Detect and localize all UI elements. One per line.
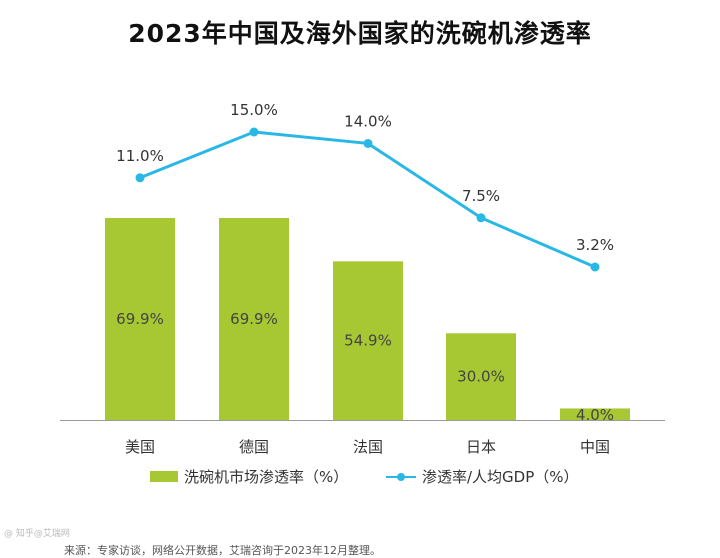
line-value-label: 11.0% (116, 147, 164, 165)
line-value-label: 3.2% (576, 236, 614, 254)
category-label: 德国 (239, 438, 269, 456)
category-label: 法国 (353, 438, 383, 456)
chart-plot: 69.9% 美国 69.9% 德国 54.9% 法国 30.0% 日本 4.0% 中国 11.0% 1… (60, 101, 665, 456)
bar-value-label: 69.9% (230, 310, 278, 328)
legend-item-line: 渗透率/人均GDP（%） (386, 466, 579, 487)
chart-title: 2023年中国及海外国家的洗碗机渗透率 (128, 19, 592, 48)
source-note: 来源：专家访谈，网络公开数据，艾瑞咨询于2023年12月整理。 (64, 544, 381, 557)
line-point (476, 213, 486, 223)
category-label: 日本 (466, 438, 496, 456)
bars-layer (60, 218, 665, 421)
bar (333, 261, 403, 420)
bar (219, 218, 289, 420)
legend-bar-swatch (150, 471, 178, 482)
line-value-label: 7.5% (462, 187, 500, 205)
bar (105, 218, 175, 420)
line-point (363, 138, 373, 148)
labels-layer: 69.9% 美国 69.9% 德国 54.9% 法国 30.0% 日本 4.0% 中国 11.0% 1… (116, 101, 614, 456)
category-label: 中国 (580, 438, 610, 456)
legend: 洗碗机市场渗透率（%） 渗透率/人均GDP（%） (0, 466, 720, 490)
line-point (590, 262, 600, 272)
bar-value-label: 30.0% (457, 368, 505, 386)
line-layer (135, 127, 600, 272)
legend-line-label: 渗透率/人均GDP（%） (422, 468, 579, 486)
bar (446, 333, 516, 420)
line-point (135, 173, 145, 183)
line-series (139, 130, 596, 269)
line-value-label: 14.0% (344, 112, 392, 130)
legend-line-swatch (386, 471, 416, 483)
legend-item-bar: 洗碗机市场渗透率（%） (150, 466, 348, 487)
bar-value-label: 4.0% (576, 406, 614, 424)
legend-bar-label: 洗碗机市场渗透率（%） (184, 468, 349, 486)
category-label: 美国 (125, 438, 155, 456)
bar-value-label: 69.9% (116, 310, 164, 328)
bar-value-label: 54.9% (344, 332, 392, 350)
bar (560, 408, 630, 420)
line-point (249, 127, 259, 137)
line-value-label: 15.0% (230, 101, 278, 119)
watermark: @ 知乎@艾瑞网 (4, 529, 70, 539)
